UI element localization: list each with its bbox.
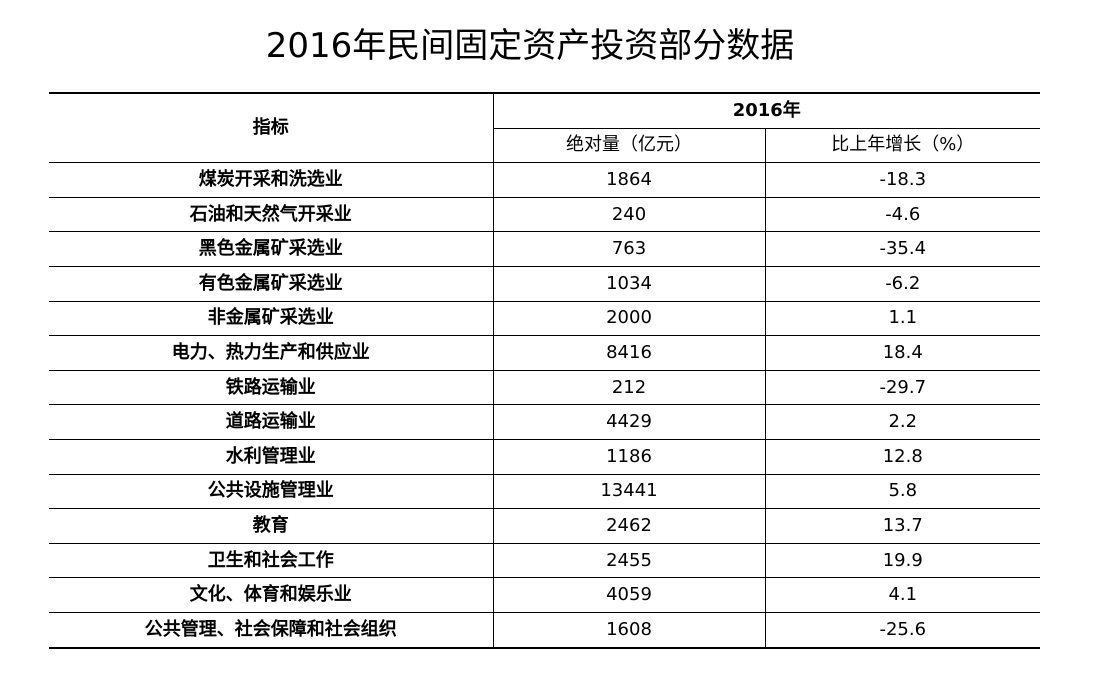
row-label: 教育 [49,508,494,544]
growth-value-cell: -25.6 [765,612,1041,649]
row-label: 文化、体育和娱乐业 [49,577,494,613]
row-label: 水利管理业 [49,439,494,475]
absolute-value-cell: 1186 [493,439,766,475]
absolute-value-cell: 13441 [493,474,766,510]
table-body: 煤炭开采和洗选业 1864 -18.3 石油和天然气开采业 240 -4.6 黑色金属矿采选… [49,162,1041,649]
growth-value-cell: 5.8 [765,474,1041,510]
growth-value-cell: 1.1 [765,301,1041,337]
row-label: 道路运输业 [49,404,494,440]
indicator-header: 指标 [49,92,494,164]
header-row-columns: 绝对量（亿元） 比上年增长（%） [49,128,1041,164]
row-label: 黑色金属矿采选业 [49,231,494,267]
row-label: 卫生和社会工作 [49,543,494,579]
growth-value-cell: 13.7 [765,508,1041,544]
absolute-value-cell: 1608 [493,612,766,649]
row-label: 电力、热力生产和供应业 [49,335,494,371]
absolute-value-cell: 2455 [493,543,766,579]
absolute-value-cell: 4059 [493,577,766,613]
row-label: 铁路运输业 [49,370,494,406]
table-row: 非金属矿采选业 2000 1.1 [49,301,1041,337]
table-row: 黑色金属矿采选业 763 -35.4 [49,231,1041,267]
table-row: 水利管理业 1186 12.8 [49,439,1041,475]
table-row: 公共设施管理业 13441 5.8 [49,474,1041,510]
growth-value-cell: 18.4 [765,335,1041,371]
absolute-value-cell: 4429 [493,404,766,440]
table-row: 教育 2462 13.7 [49,508,1041,544]
row-label: 石油和天然气开采业 [49,197,494,233]
absolute-value-cell: 1864 [493,162,766,198]
row-label: 有色金属矿采选业 [49,266,494,302]
growth-value-cell: -18.3 [765,162,1041,198]
absolute-value-cell: 1034 [493,266,766,302]
row-label: 煤炭开采和洗选业 [49,162,494,198]
absolute-column-header: 绝对量（亿元） [493,128,766,164]
absolute-value-cell: 2462 [493,508,766,544]
row-label: 公共设施管理业 [49,474,494,510]
growth-value-cell: -6.2 [765,266,1041,302]
growth-value-cell: -4.6 [765,197,1041,233]
growth-column-header: 比上年增长（%） [765,128,1041,164]
data-table: 指标 2016年 绝对量（亿元） 比上年增长（%） 煤炭开采和洗选业 1864 -1… [49,91,1041,649]
growth-value-cell: -35.4 [765,231,1041,267]
row-label: 公共管理、社会保障和社会组织 [49,612,494,649]
growth-value-cell: 2.2 [765,404,1041,440]
table-row: 公共管理、社会保障和社会组织 1608 -25.6 [49,612,1041,649]
growth-value-cell: -29.7 [765,370,1041,406]
absolute-value-cell: 8416 [493,335,766,371]
table-row: 有色金属矿采选业 1034 -6.2 [49,266,1041,302]
row-label: 非金属矿采选业 [49,301,494,337]
growth-value-cell: 4.1 [765,577,1041,613]
table-row: 电力、热力生产和供应业 8416 18.4 [49,335,1041,371]
table-row: 卫生和社会工作 2455 19.9 [49,543,1041,579]
year-header: 2016年 [493,91,1041,129]
absolute-value-cell: 2000 [493,301,766,337]
growth-value-cell: 12.8 [765,439,1041,475]
header-row-year: 指标 2016年 [49,91,1041,164]
absolute-value-cell: 240 [493,197,766,233]
absolute-value-cell: 763 [493,231,766,267]
table-row: 煤炭开采和洗选业 1864 -18.3 [49,162,1041,198]
table-row: 石油和天然气开采业 240 -4.6 [49,197,1041,233]
table-row: 文化、体育和娱乐业 4059 4.1 [49,577,1041,613]
page-title: 2016年民间固定资产投资部分数据 [265,26,795,66]
table-row: 铁路运输业 212 -29.7 [49,370,1041,406]
growth-value-cell: 19.9 [765,543,1041,579]
table-row: 道路运输业 4429 2.2 [49,404,1041,440]
absolute-value-cell: 212 [493,370,766,406]
